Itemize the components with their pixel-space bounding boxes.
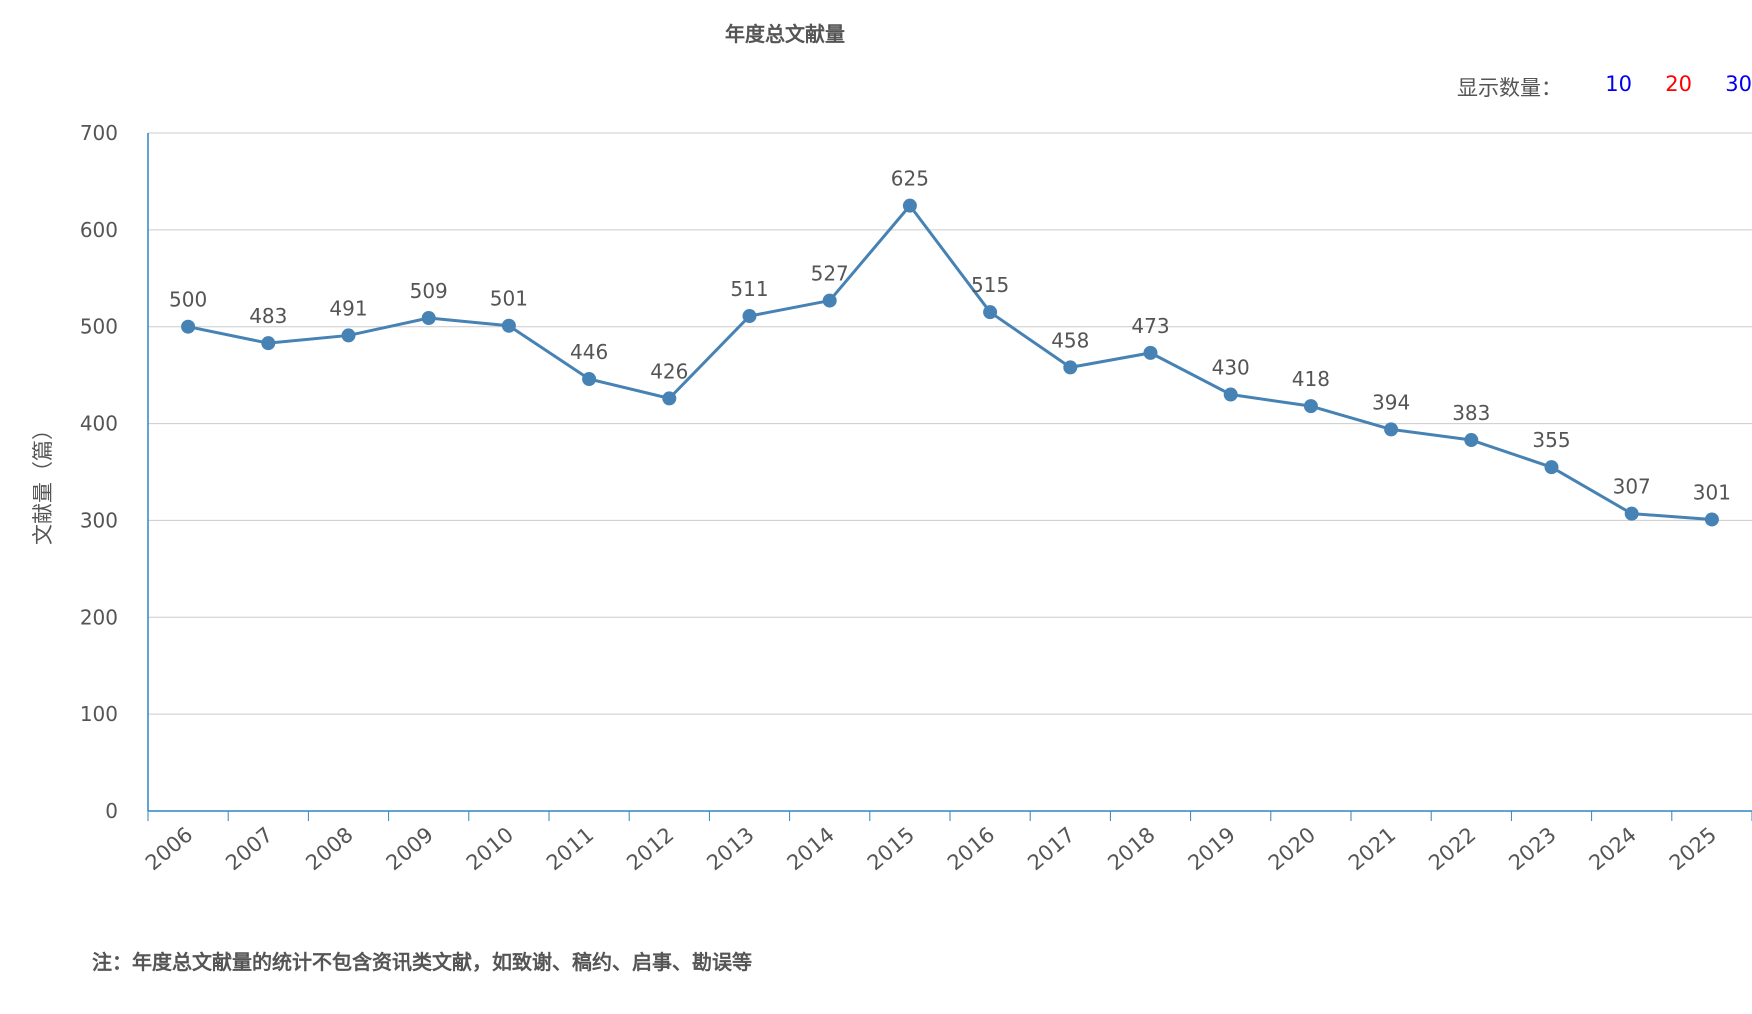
display-count-option-10[interactable]: 10 bbox=[1605, 72, 1632, 96]
data-point bbox=[341, 328, 356, 343]
data-point bbox=[1143, 345, 1158, 360]
data-label: 446 bbox=[570, 340, 608, 364]
x-tick-label: 2006 bbox=[141, 822, 197, 875]
data-label: 383 bbox=[1452, 401, 1490, 425]
series-line bbox=[187, 204, 1713, 521]
x-tick-label: 2007 bbox=[221, 822, 277, 875]
footnote: 注：年度总文献量的统计不包含资讯类文献，如致谢、稿约、启事、勘误等 bbox=[92, 950, 752, 974]
data-label: 394 bbox=[1372, 390, 1410, 414]
x-tick-label: 2013 bbox=[702, 822, 758, 875]
data-label: 473 bbox=[1131, 314, 1169, 338]
data-point bbox=[742, 309, 757, 324]
y-tick-label: 500 bbox=[80, 315, 118, 339]
data-point bbox=[1303, 399, 1318, 414]
data-point bbox=[582, 372, 597, 387]
x-tick-label: 2019 bbox=[1184, 822, 1240, 875]
data-label: 418 bbox=[1292, 367, 1330, 391]
y-tick-label: 200 bbox=[80, 605, 118, 629]
data-point bbox=[1223, 387, 1238, 402]
data-label: 509 bbox=[410, 279, 448, 303]
x-tick-label: 2009 bbox=[382, 822, 438, 875]
data-label: 491 bbox=[329, 296, 367, 320]
data-label: 515 bbox=[971, 273, 1009, 297]
data-point bbox=[1704, 512, 1719, 527]
x-tick-label: 2021 bbox=[1344, 822, 1400, 875]
data-point bbox=[983, 305, 998, 320]
data-point bbox=[421, 310, 436, 325]
x-tick-label: 2012 bbox=[622, 822, 678, 875]
data-label: 426 bbox=[650, 359, 688, 383]
x-tick-label: 2008 bbox=[301, 822, 357, 875]
data-point bbox=[261, 336, 276, 351]
data-point bbox=[1544, 460, 1559, 475]
x-tick-label: 2025 bbox=[1665, 822, 1721, 875]
data-point bbox=[1384, 422, 1399, 437]
data-label: 500 bbox=[169, 288, 207, 312]
data-point bbox=[1063, 360, 1078, 375]
x-tick-label: 2011 bbox=[542, 822, 598, 875]
y-tick-label: 700 bbox=[80, 121, 118, 145]
y-tick-label: 0 bbox=[105, 799, 118, 823]
x-tick-label: 2016 bbox=[943, 822, 999, 875]
data-label: 307 bbox=[1613, 475, 1651, 499]
data-label: 625 bbox=[891, 167, 929, 191]
data-label: 501 bbox=[490, 287, 528, 311]
data-label: 301 bbox=[1693, 480, 1731, 504]
display-count-option-20[interactable]: 20 bbox=[1665, 72, 1692, 96]
x-tick-label: 2020 bbox=[1264, 822, 1320, 875]
data-point bbox=[501, 318, 516, 333]
y-tick-label: 300 bbox=[80, 508, 118, 532]
x-tick-label: 2023 bbox=[1504, 822, 1560, 875]
data-point bbox=[1624, 506, 1639, 521]
display-count-switch: 显示数量： 10 20 30 bbox=[1332, 72, 1752, 106]
y-tick-label: 100 bbox=[80, 702, 118, 726]
data-label: 458 bbox=[1051, 328, 1089, 352]
x-tick-label: 2018 bbox=[1103, 822, 1159, 875]
x-tick-label: 2024 bbox=[1585, 822, 1641, 875]
data-label: 527 bbox=[811, 262, 849, 286]
y-tick-label: 400 bbox=[80, 412, 118, 436]
data-label: 355 bbox=[1532, 428, 1570, 452]
y-tick-label: 600 bbox=[80, 218, 118, 242]
data-label: 511 bbox=[730, 277, 768, 301]
x-tick-label: 2022 bbox=[1424, 822, 1480, 875]
display-count-label: 显示数量： bbox=[1457, 76, 1562, 100]
data-point bbox=[181, 319, 196, 334]
x-tick-label: 2015 bbox=[863, 822, 919, 875]
data-point bbox=[662, 391, 677, 406]
data-point bbox=[902, 198, 917, 213]
x-tick-label: 2014 bbox=[783, 822, 839, 875]
x-tick-label: 2010 bbox=[462, 822, 518, 875]
y-axis-title: 文献量（篇） bbox=[31, 419, 55, 545]
x-tick-label: 2017 bbox=[1023, 822, 1079, 875]
data-point bbox=[1464, 433, 1479, 448]
display-count-option-30[interactable]: 30 bbox=[1725, 72, 1752, 96]
data-label: 483 bbox=[249, 304, 287, 328]
chart-title: 年度总文献量 bbox=[725, 22, 845, 46]
data-point bbox=[822, 293, 837, 308]
data-label: 430 bbox=[1212, 356, 1250, 380]
